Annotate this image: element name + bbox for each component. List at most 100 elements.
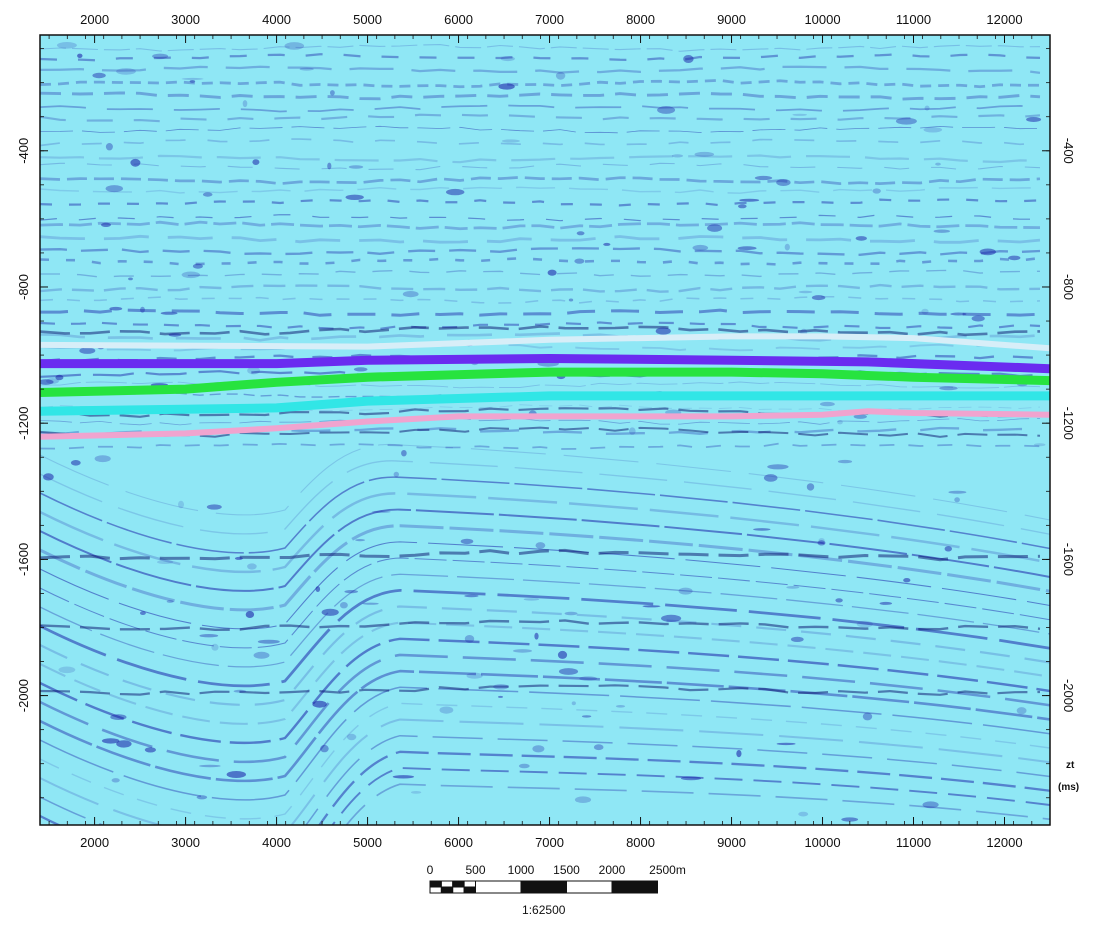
scale-bar-segment — [440, 886, 454, 894]
strong-reflector — [40, 548, 1041, 562]
reflector-line — [40, 460, 1050, 535]
seismic-speckle — [70, 460, 81, 466]
reflector-line — [40, 176, 1041, 186]
scale-bar-label: 2500m — [649, 863, 686, 877]
seismic-speckle — [355, 539, 366, 542]
reflector-line — [40, 247, 1041, 256]
x-tick-label-bottom: 7000 — [535, 835, 564, 850]
seismic-speckle — [738, 204, 747, 209]
seismic-speckle — [678, 587, 693, 595]
seismic-speckle — [707, 224, 723, 232]
scale-bar-segment — [429, 880, 442, 888]
y-tick-label-right: -1600 — [1061, 543, 1076, 576]
reflector-line — [40, 417, 1041, 426]
seismic-speckle — [776, 179, 791, 186]
seismic-speckle — [574, 258, 585, 264]
seismic-speckle — [327, 162, 332, 170]
scale-bar: 0 500 1000 1500 2000 2500m 1:62500 — [427, 863, 686, 917]
reflector-line — [40, 443, 1050, 521]
x-tick-label-bottom: 4000 — [262, 835, 291, 850]
x-tick-label-top: 11000 — [896, 12, 931, 27]
seismic-speckle — [564, 611, 578, 616]
seismic-speckle — [657, 106, 676, 114]
scale-bar-label: 1000 — [508, 863, 535, 877]
reflector-line — [40, 213, 1040, 222]
scale-bar-segment — [429, 886, 442, 894]
seismic-speckle — [140, 306, 145, 313]
seismic-speckle — [792, 113, 807, 116]
scale-ratio: 1:62500 — [522, 903, 566, 917]
seismic-speckle — [460, 538, 474, 545]
seismic-speckle — [77, 53, 83, 58]
seismic-speckle — [547, 269, 557, 276]
interpreted-horizons — [40, 333, 1050, 440]
seismic-speckle — [348, 165, 364, 169]
seismic-speckle — [763, 474, 778, 482]
seismic-speckle — [111, 778, 120, 783]
seismic-speckle — [140, 611, 146, 615]
seismic-speckle — [101, 738, 120, 744]
seismic-speckle — [157, 560, 174, 564]
reflector-line — [40, 198, 1041, 207]
seismic-speckle — [393, 471, 399, 478]
scale-bar-label: 500 — [465, 863, 485, 877]
seismic-speckle — [753, 528, 771, 531]
x-tick-label-bottom: 8000 — [626, 835, 655, 850]
seismic-speckle — [661, 614, 682, 623]
seismic-speckle — [1016, 707, 1027, 715]
seismic-speckle — [109, 306, 123, 311]
seismic-speckle — [817, 540, 826, 546]
seismic-speckle — [226, 771, 246, 778]
x-tick-label-top: 2000 — [80, 12, 109, 27]
y-tick-label-right: -800 — [1061, 274, 1076, 300]
axes: 2000 2000 3000 3000 4000 4000 5000 5000 6000 6000… — [16, 12, 1079, 850]
seismic-speckle — [40, 379, 54, 385]
seismic-speckle — [558, 668, 579, 675]
x-tick-label-top: 9000 — [717, 12, 746, 27]
scale-bar-label: 2000 — [599, 863, 626, 877]
seismic-speckle — [767, 464, 789, 470]
reflector-line — [40, 91, 1041, 101]
seismic-speckle — [79, 347, 96, 354]
seismic-speckle — [284, 42, 305, 50]
x-tick-label-bottom: 10000 — [804, 835, 840, 850]
reflector-line — [40, 653, 1050, 764]
reflector-line — [40, 44, 1041, 52]
x-tick-label-bottom: 5000 — [353, 835, 382, 850]
seismic-speckle — [523, 598, 540, 601]
seismic-speckle — [786, 586, 800, 589]
seismic-speckle — [837, 459, 853, 464]
y-tick-label-right: -400 — [1061, 138, 1076, 164]
seismic-speckle — [320, 744, 329, 753]
seismic-speckle — [692, 244, 709, 251]
reflector-line — [40, 734, 1050, 825]
seismic-speckle — [555, 71, 566, 80]
seismic-speckle — [535, 542, 546, 549]
seismic-speckle — [518, 763, 530, 769]
seismic-speckle — [58, 666, 76, 674]
y-tick-label-left: -2000 — [16, 679, 31, 712]
seismic-speckle — [252, 159, 260, 166]
seismic-speckle — [895, 117, 917, 125]
seismic-speckle — [178, 500, 184, 509]
seismic-speckle — [790, 636, 804, 643]
reflector-line — [40, 53, 1041, 62]
reflector-line — [40, 508, 1050, 592]
reflector-line — [40, 269, 1041, 278]
seismic-speckle — [46, 378, 59, 384]
seismic-speckle — [568, 298, 574, 302]
seismic-background — [40, 35, 1050, 825]
seismic-speckle — [776, 742, 796, 746]
strong-reflector — [40, 426, 1041, 438]
horizon-green — [40, 367, 1050, 397]
seismic-speckle — [199, 634, 219, 638]
seismic-speckle — [410, 791, 422, 794]
seismic-speckle — [160, 311, 178, 315]
seismic-speckle — [879, 601, 893, 605]
seismic-speckle — [128, 277, 133, 281]
reflector-line — [40, 476, 1050, 554]
x-tick-label-top: 4000 — [262, 12, 291, 27]
seismic-speckle — [971, 315, 985, 322]
seismic-speckle — [189, 80, 196, 83]
reflector-line — [40, 621, 1050, 725]
